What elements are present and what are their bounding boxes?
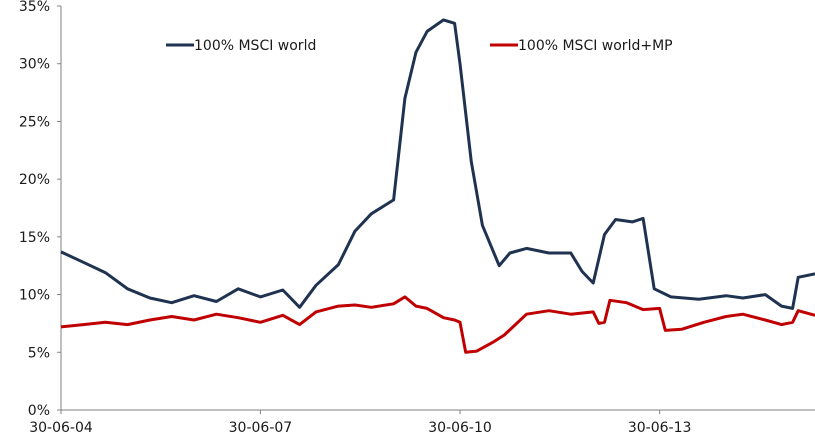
y-tick-label: 0% — [28, 403, 50, 419]
x-tick-label: 30-06-07 — [229, 420, 293, 436]
x-tick-label: 30-06-13 — [628, 420, 692, 436]
legend: 100% MSCI world 100% MSCI world+MP — [166, 38, 673, 54]
x-tick-label: 30-06-04 — [29, 420, 93, 436]
legend-label: 100% MSCI world+MP — [518, 38, 673, 54]
y-tick-label: 30% — [19, 57, 50, 73]
y-tick-label: 10% — [19, 288, 50, 304]
legend-label: 100% MSCI world — [194, 38, 316, 54]
y-tick-label: 5% — [28, 345, 50, 361]
x-tick-label: 30-06-10 — [428, 420, 492, 436]
series-line-1 — [60, 295, 815, 354]
y-tick-label: 35% — [19, 0, 50, 15]
series-lines — [60, 18, 815, 354]
series-line-0 — [60, 18, 815, 310]
y-tick-label: 25% — [19, 114, 50, 130]
y-tick-label: 15% — [19, 230, 50, 246]
y-tick-label: 20% — [19, 172, 50, 188]
y-tick-labels: 0% 5% 10% 15% 20% 25% 30% 35% — [19, 0, 61, 419]
x-tick-labels: 30-06-04 30-06-07 30-06-10 30-06-13 — [29, 410, 691, 436]
